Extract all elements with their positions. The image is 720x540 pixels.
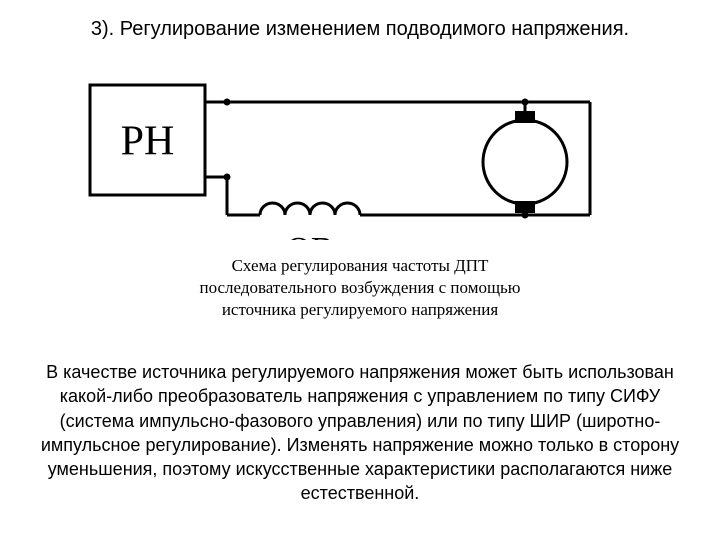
circuit-diagram: РН ОВ [85,80,625,240]
caption-line-2: последовательного возбуждения с помощью [199,278,520,297]
caption-line-3: источника регулируемого напряжения [222,300,498,319]
svg-text:ОВ: ОВ [286,231,333,240]
svg-text:РН: РН [121,119,175,165]
figure-caption: Схема регулирования частоты ДПТ последов… [0,255,720,321]
caption-line-1: Схема регулирования частоты ДПТ [232,256,489,275]
page-title: 3). Регулирование изменением подводимого… [0,18,720,41]
body-paragraph: В качестве источника регулируемого напря… [30,360,690,506]
